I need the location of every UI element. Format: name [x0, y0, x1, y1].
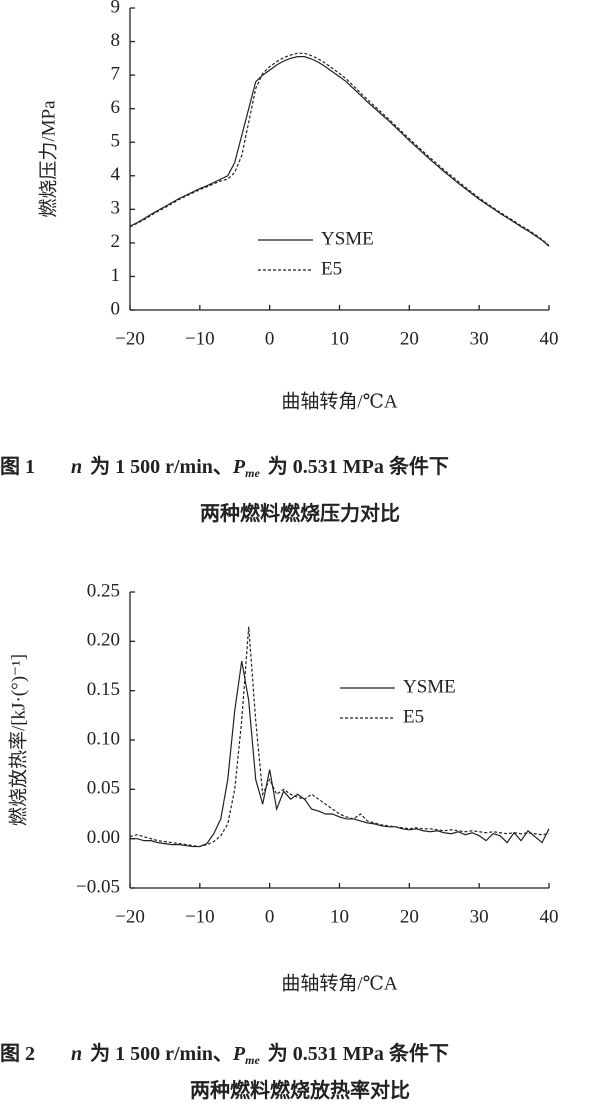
x-tick-label: 40 — [540, 328, 559, 349]
y-tick-label: 7 — [111, 63, 121, 84]
caption-var: P — [232, 456, 246, 478]
y-tick-label: 0.10 — [87, 728, 120, 749]
x-tick-label: −10 — [185, 328, 215, 349]
y-tick-label: 5 — [111, 131, 121, 152]
caption-text: 为 0.531 MPa 条件下 — [268, 454, 449, 478]
x-tick-label: 0 — [265, 328, 275, 349]
y-tick-label: 3 — [111, 198, 121, 219]
legend-label: YSME — [321, 228, 374, 249]
caption-line: 两种燃料燃烧放热率对比 — [190, 1078, 410, 1102]
y-tick-label: 0 — [111, 298, 121, 319]
y-axis-label: 燃烧压力/MPa — [37, 100, 59, 218]
x-tick-label: 30 — [470, 906, 489, 927]
y-tick-label: 8 — [111, 30, 121, 51]
caption-sub: me — [245, 1053, 260, 1067]
x-tick-label: −20 — [115, 328, 145, 349]
x-tick-label: −10 — [185, 906, 215, 927]
caption-line: 图 2 n 为 1 500 r/min、Pme 为 0.531 MPa 条件下 — [0, 1041, 449, 1067]
legend-label: E5 — [403, 706, 424, 727]
y-axis-label: 燃烧放热率/[kJ·(°)⁻¹] — [7, 654, 29, 826]
data-line — [129, 56, 550, 247]
legend-label: YSME — [403, 676, 456, 697]
x-tick-label: 20 — [400, 328, 419, 349]
y-tick-label: 0.05 — [87, 778, 120, 799]
caption-var: P — [232, 1043, 246, 1065]
y-tick-label: 4 — [111, 164, 121, 185]
x-tick-label: 10 — [330, 906, 349, 927]
figure-number: 图 1 — [0, 455, 35, 478]
data-line — [129, 626, 550, 848]
x-axis-label: 曲轴转角/℃A — [281, 390, 398, 412]
caption-text: 为 0.531 MPa 条件下 — [268, 1041, 449, 1065]
x-tick-label: −20 — [115, 906, 145, 927]
data-line — [129, 52, 550, 247]
y-tick-label: 0.15 — [87, 679, 120, 700]
y-tick-label: 0.20 — [87, 630, 120, 651]
y-tick-label: 9 — [111, 0, 121, 17]
caption-text: 为 1 500 r/min、 — [90, 1042, 233, 1065]
caption-sub: me — [245, 466, 260, 480]
y-tick-label: −0.05 — [76, 876, 120, 897]
caption-var: n — [71, 456, 82, 478]
x-tick-label: 30 — [470, 328, 489, 349]
y-tick-label: 0.00 — [87, 827, 120, 848]
y-tick-label: 2 — [111, 231, 121, 252]
x-tick-label: 40 — [540, 906, 559, 927]
x-tick-label: 20 — [400, 906, 419, 927]
data-line — [130, 660, 550, 848]
x-tick-label: 10 — [330, 328, 349, 349]
figure-number: 图 2 — [0, 1042, 35, 1065]
x-axis-label: 曲轴转角/℃A — [281, 972, 398, 994]
caption-line: 图 1 n 为 1 500 r/min、Pme 为 0.531 MPa 条件下 — [0, 454, 449, 480]
caption-var: n — [71, 1043, 82, 1065]
y-tick-label: 1 — [111, 265, 121, 286]
caption-text: 为 1 500 r/min、 — [90, 455, 233, 478]
caption-line: 两种燃料燃烧压力对比 — [200, 501, 400, 525]
y-tick-label: 6 — [111, 97, 121, 118]
legend-label: E5 — [321, 258, 342, 279]
y-tick-label: 0.25 — [87, 580, 120, 601]
x-tick-label: 0 — [265, 906, 275, 927]
